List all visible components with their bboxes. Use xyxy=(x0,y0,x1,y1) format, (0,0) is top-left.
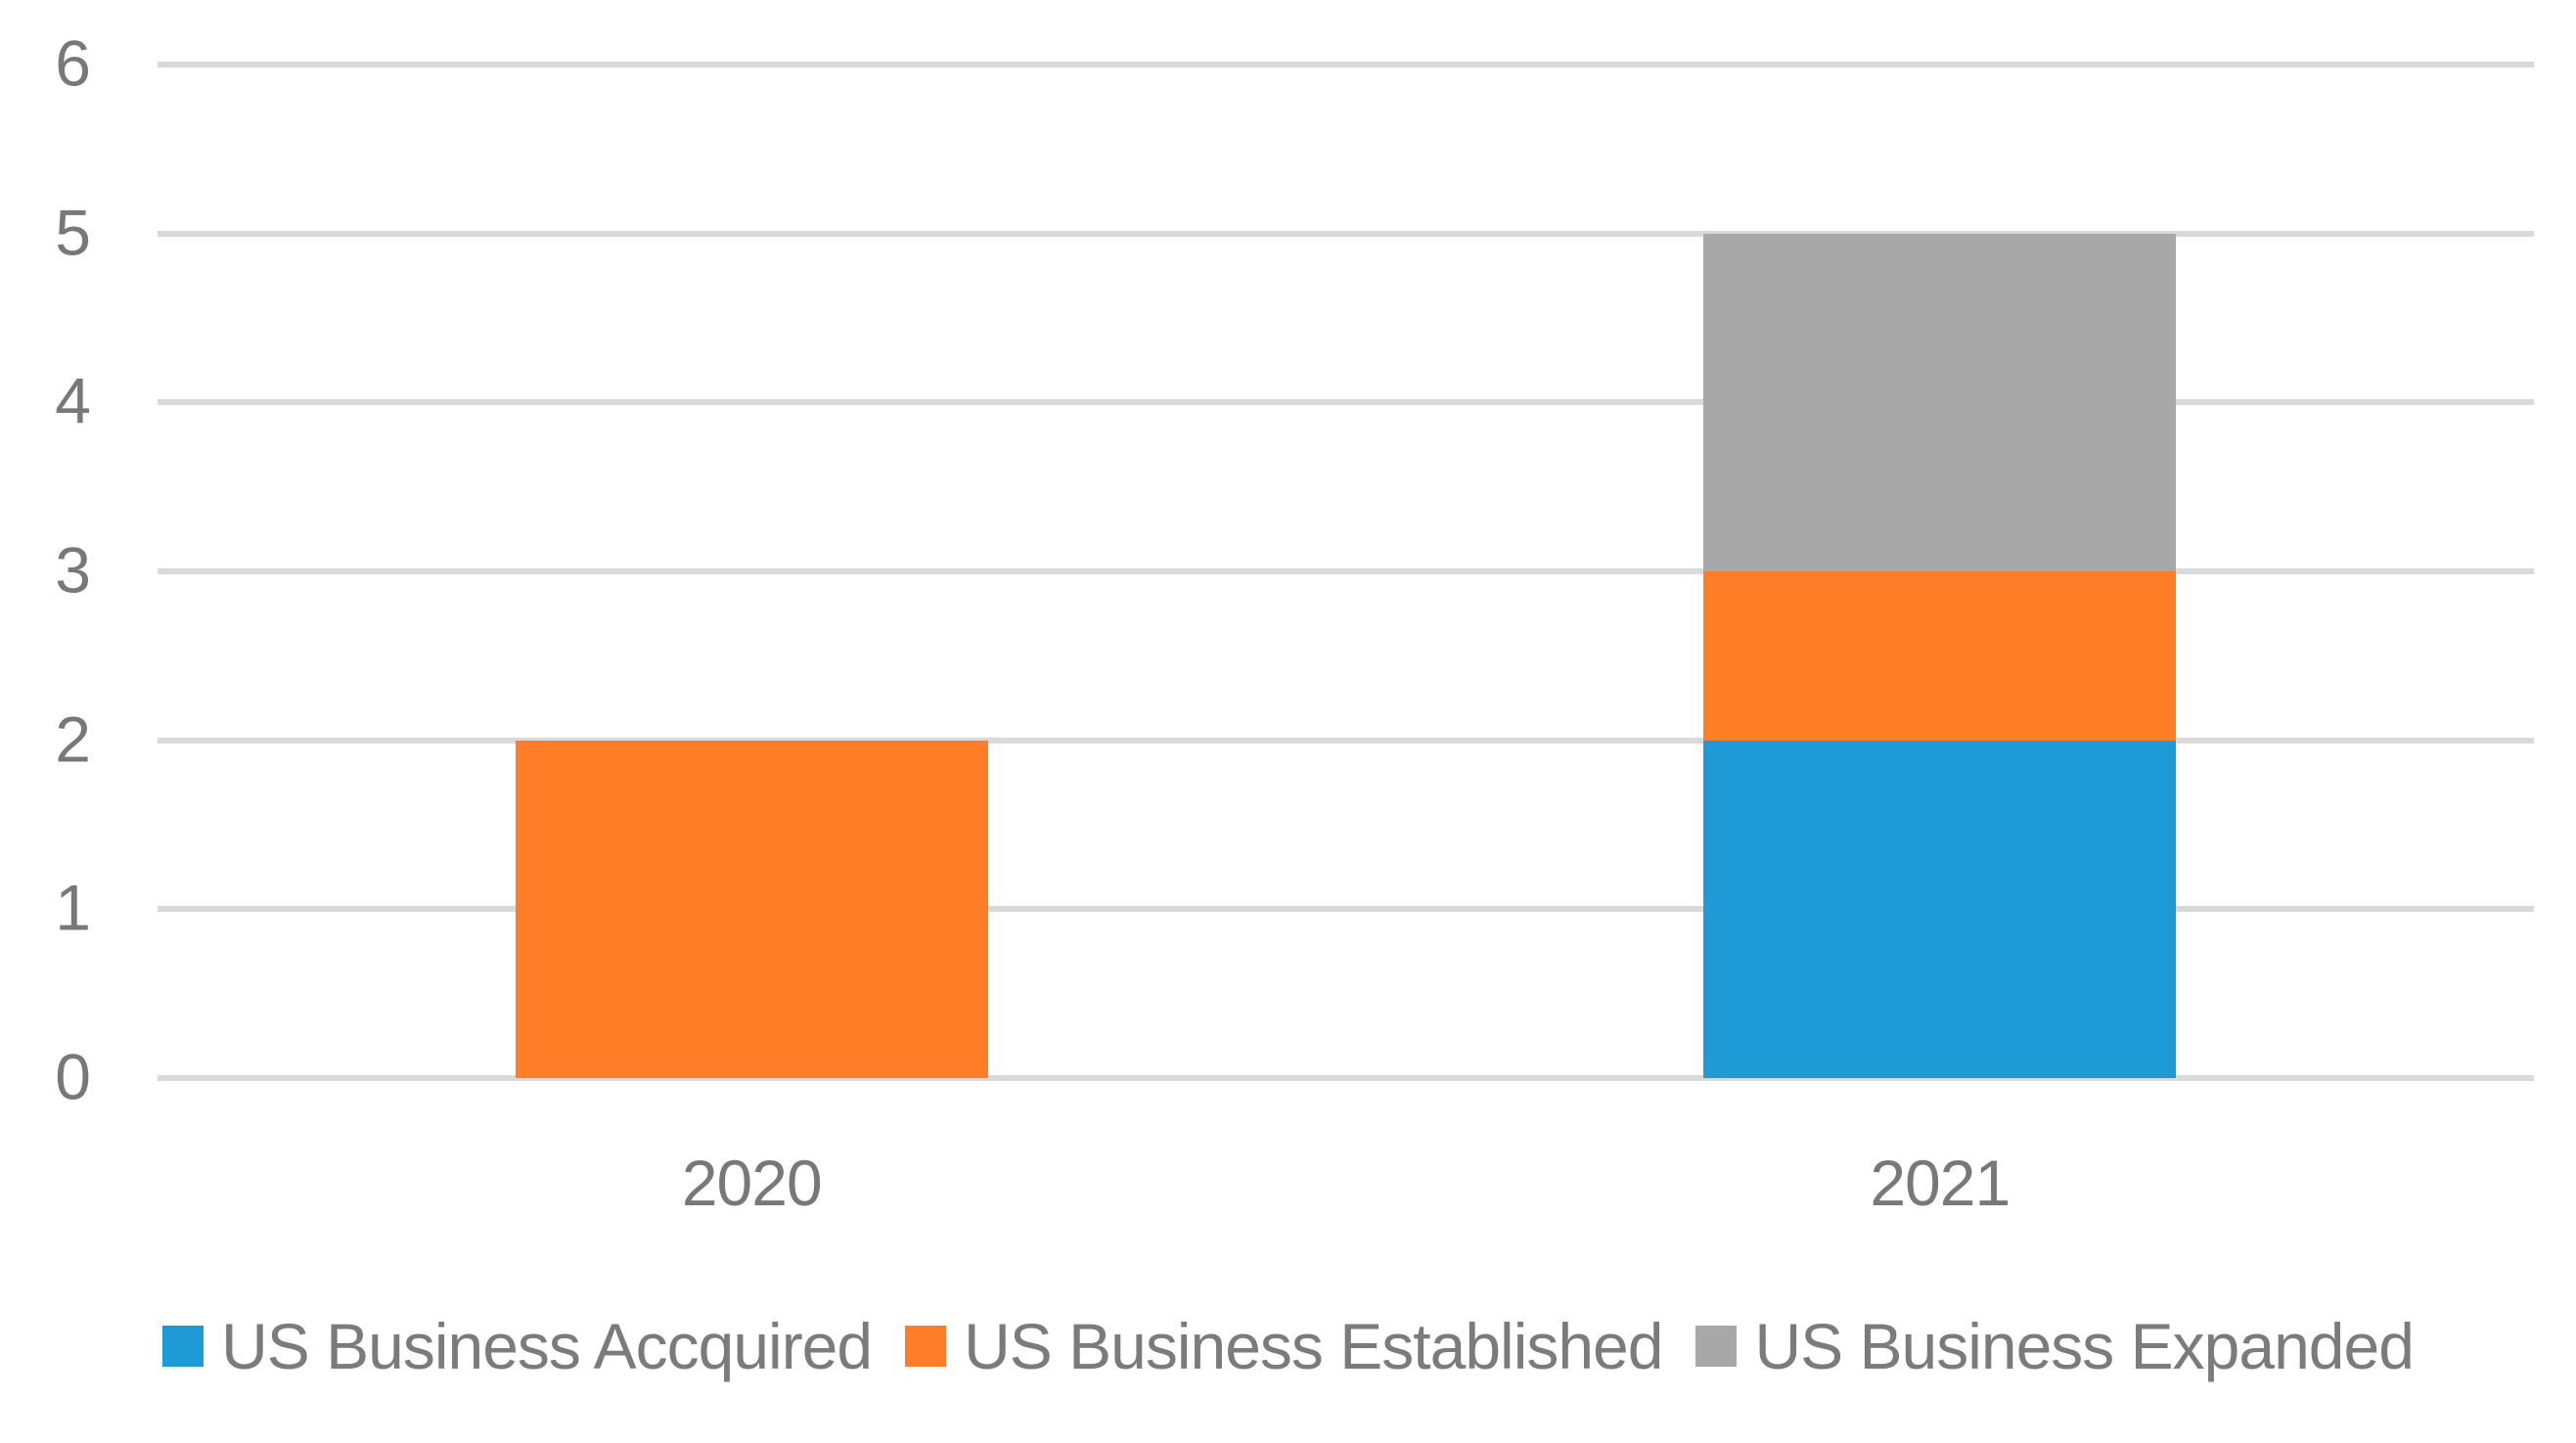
y-axis-tick-label: 1 xyxy=(55,872,91,945)
y-axis-tick-label: 4 xyxy=(55,365,91,438)
x-axis-category-label: 2021 xyxy=(1870,1147,2011,1219)
gridline xyxy=(158,568,2534,574)
gridline xyxy=(158,62,2534,68)
y-axis-tick-label: 0 xyxy=(55,1040,91,1113)
bar-segment-us-business-expanded[interactable] xyxy=(1703,233,2177,571)
bar-segment-us-business-accquired[interactable] xyxy=(1703,740,2177,1078)
gridline xyxy=(158,230,2534,237)
gridline xyxy=(158,906,2534,913)
legend-label: US Business Expanded xyxy=(1754,1310,2414,1382)
legend-item-us-business-expanded[interactable]: US Business Expanded xyxy=(1695,1310,2415,1382)
legend-label: US Business Established xyxy=(964,1310,1663,1382)
chart-legend: US Business Accquired US Business Establi… xyxy=(0,1309,2576,1383)
bar-segment-us-business-established[interactable] xyxy=(1703,571,2177,741)
y-axis-tick-label: 6 xyxy=(55,26,91,100)
legend-item-us-business-established[interactable]: US Business Established xyxy=(905,1310,1663,1382)
y-axis-tick-label: 2 xyxy=(55,702,91,776)
legend-label: US Business Accquired xyxy=(221,1310,873,1382)
gridline xyxy=(158,1075,2534,1081)
legend-swatch-icon xyxy=(162,1326,204,1367)
x-axis-category-label: 2020 xyxy=(681,1147,823,1219)
legend-item-us-business-accquired[interactable]: US Business Accquired xyxy=(162,1310,873,1382)
legend-swatch-icon xyxy=(1695,1326,1738,1367)
y-axis-tick-label: 5 xyxy=(55,196,91,269)
y-axis-tick-label: 3 xyxy=(55,533,91,607)
gridline xyxy=(158,737,2534,744)
legend-swatch-icon xyxy=(905,1326,947,1367)
bar-segment-us-business-established[interactable] xyxy=(515,740,988,1078)
gridline xyxy=(158,399,2534,406)
